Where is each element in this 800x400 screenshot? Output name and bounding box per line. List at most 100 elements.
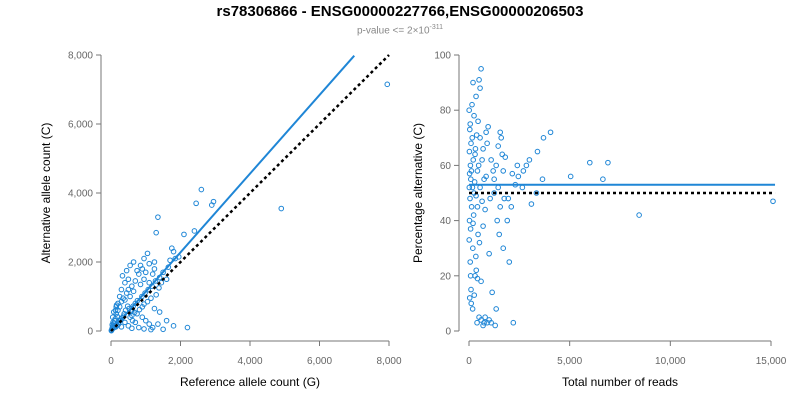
data-point <box>478 317 484 323</box>
data-point <box>145 286 151 293</box>
data-point <box>132 319 139 326</box>
data-point <box>163 276 170 283</box>
y-tick-label: 20 <box>440 271 452 282</box>
data-point <box>477 184 483 191</box>
data-point <box>475 231 481 238</box>
x-tick-label: 15,000 <box>756 356 787 367</box>
x-axis-label: Reference allele count (G) <box>180 375 320 389</box>
data-point <box>493 306 499 312</box>
x-tick-label: 4,000 <box>237 356 262 367</box>
data-point <box>528 201 535 207</box>
data-point <box>142 269 149 276</box>
data-point <box>470 245 476 251</box>
chart-subtitle: p-value <= 2×10-311 <box>0 24 800 36</box>
p-value-exponent: -311 <box>429 24 444 31</box>
data-point <box>125 276 132 283</box>
data-point <box>494 217 500 224</box>
x-axis-label: Total number of reads <box>562 375 678 389</box>
data-point <box>134 267 140 274</box>
data-point <box>476 239 483 246</box>
data-point <box>587 159 593 166</box>
data-point <box>474 275 481 282</box>
data-point <box>476 77 482 83</box>
x-tick-label: 10,000 <box>655 356 686 367</box>
data-point <box>146 279 153 286</box>
data-point <box>141 276 147 283</box>
data-point <box>141 255 147 262</box>
data-point <box>479 157 485 163</box>
x-tick-label: 6,000 <box>307 356 332 367</box>
data-point <box>141 326 147 332</box>
data-point <box>156 285 162 291</box>
data-point <box>467 195 473 202</box>
reference-line <box>110 54 390 332</box>
data-point <box>468 176 474 182</box>
data-point <box>547 129 554 136</box>
x-tick-label: 0 <box>108 356 114 367</box>
data-point <box>109 314 116 321</box>
data-point <box>163 317 170 324</box>
data-point <box>129 283 135 289</box>
data-point <box>481 319 487 326</box>
data-point <box>480 223 486 229</box>
data-point <box>384 81 391 88</box>
data-point <box>144 298 151 305</box>
data-point <box>497 204 504 210</box>
data-point <box>467 226 474 232</box>
data-point <box>500 245 507 251</box>
data-point <box>468 300 475 307</box>
data-point <box>491 190 497 196</box>
y-tick-label: 0 <box>445 327 451 338</box>
data-point <box>495 143 501 149</box>
data-point <box>152 278 159 284</box>
data-point <box>468 140 474 147</box>
data-point <box>472 146 479 152</box>
data-point <box>137 262 144 269</box>
data-point <box>487 195 493 202</box>
data-point <box>153 229 159 236</box>
fit-line <box>110 55 355 332</box>
data-point <box>480 146 486 152</box>
data-point <box>210 198 217 205</box>
data-point <box>484 140 490 147</box>
chart-title: rs78306866 - ENSG00000227766,ENSG0000020… <box>216 3 584 20</box>
data-point <box>499 151 506 158</box>
data-point <box>123 290 130 296</box>
data-point <box>136 324 142 331</box>
data-point <box>278 205 285 212</box>
data-point <box>466 148 473 155</box>
data-point <box>144 250 151 257</box>
data-point <box>488 157 494 163</box>
data-point <box>485 123 491 130</box>
data-point <box>148 295 154 302</box>
data-point <box>514 162 521 169</box>
data-point <box>112 307 119 314</box>
data-point <box>110 319 116 326</box>
data-point <box>125 323 132 329</box>
data-point <box>474 204 481 210</box>
y-tick-label: 40 <box>440 216 452 227</box>
data-point <box>123 267 130 274</box>
data-point <box>156 309 163 315</box>
data-point <box>489 289 495 296</box>
data-point <box>496 231 503 238</box>
data-point <box>467 273 474 279</box>
data-point <box>468 286 474 293</box>
data-point <box>468 168 475 174</box>
data-point <box>519 184 526 191</box>
data-point <box>129 317 136 324</box>
data-point <box>473 93 479 100</box>
data-point <box>467 259 474 265</box>
y-axis-label: Percentage alternative (C) <box>411 123 425 263</box>
data-point <box>169 245 175 251</box>
data-point <box>526 157 533 163</box>
data-point <box>605 159 611 166</box>
data-point <box>520 168 527 174</box>
data-point <box>151 305 158 312</box>
data-point <box>501 195 508 202</box>
data-point <box>469 135 476 141</box>
y-tick-label: 4,000 <box>68 189 93 200</box>
data-point <box>467 121 474 127</box>
data-point <box>515 173 522 180</box>
data-point <box>142 317 149 324</box>
